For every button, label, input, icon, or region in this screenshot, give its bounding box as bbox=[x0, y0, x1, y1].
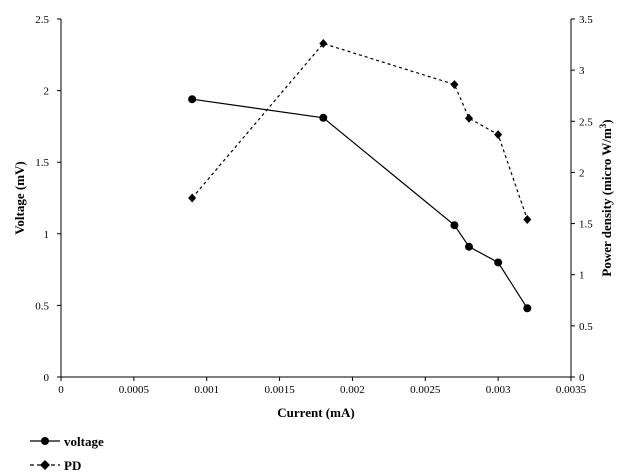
data-point-pd bbox=[450, 79, 459, 89]
data-point-pd bbox=[188, 193, 197, 203]
y2-tick-label: 3.5 bbox=[579, 14, 593, 26]
plot-area bbox=[60, 19, 572, 378]
data-point-pd bbox=[319, 39, 328, 49]
y2-axis-ticks: 0 0.5 1 1.5 2 2.5 3 3.5 bbox=[571, 14, 593, 384]
x-tick-label: 0.0015 bbox=[264, 384, 295, 396]
legend-voltage-marker bbox=[41, 437, 49, 445]
data-point-voltage bbox=[319, 113, 328, 122]
y2-axis-title-main: Power density (micro W/m bbox=[599, 128, 614, 277]
data-point-voltage bbox=[450, 221, 459, 230]
data-point-pd bbox=[523, 214, 532, 224]
legend-pd-marker bbox=[40, 460, 50, 470]
x-axis-title: Current (mA) bbox=[277, 405, 354, 420]
y-tick-label: 0.5 bbox=[35, 300, 49, 312]
y2-axis-title-superscript: 3 bbox=[598, 123, 608, 128]
y2-tick-label: 3 bbox=[579, 65, 585, 77]
data-point-pd bbox=[465, 113, 473, 123]
data-point-voltage bbox=[188, 95, 197, 104]
x-tick-label: 0.003 bbox=[486, 384, 511, 396]
legend-voltage-label: voltage bbox=[64, 434, 104, 449]
y-axis-title: Voltage (mV) bbox=[12, 161, 27, 235]
x-axis-ticks: 0 0.0005 0.001 0.0015 0.002 0.0025 0.003 0.0035 bbox=[58, 377, 587, 396]
x-tick-label: 0.002 bbox=[340, 384, 365, 396]
y-tick-label: 0 bbox=[44, 372, 50, 384]
data-point-voltage bbox=[465, 242, 473, 251]
y-tick-label: 1 bbox=[44, 229, 50, 241]
legend-item-pd: PD bbox=[30, 458, 81, 473]
data-point-pd bbox=[494, 130, 503, 140]
series-line-pd bbox=[191, 42, 528, 220]
series-line-voltage bbox=[192, 98, 528, 309]
y-tick-label: 2.5 bbox=[35, 14, 49, 26]
x-tick-label: 0 bbox=[58, 384, 64, 396]
data-point-voltage bbox=[523, 304, 532, 313]
y2-tick-label: 0.5 bbox=[579, 321, 593, 333]
x-tick-label: 0.001 bbox=[194, 384, 219, 396]
y-tick-label: 2 bbox=[44, 86, 50, 98]
legend-item-voltage: voltage bbox=[30, 434, 104, 449]
y-tick-label: 1.5 bbox=[35, 157, 49, 169]
data-point-voltage bbox=[494, 258, 503, 267]
legend-pd-label: PD bbox=[64, 458, 81, 473]
y-axis-ticks: 0 0.5 1 1.5 2 2.5 bbox=[35, 14, 61, 384]
y2-tick-label: 0 bbox=[579, 372, 585, 384]
x-tick-label: 0.0005 bbox=[119, 384, 150, 396]
y2-axis-title-close: ) bbox=[599, 119, 614, 123]
y2-tick-label: 2.5 bbox=[579, 116, 593, 128]
y2-tick-label: 2 bbox=[579, 167, 585, 179]
y2-axis-title: Power density (micro W/m3) bbox=[598, 119, 614, 276]
x-tick-label: 0.0035 bbox=[556, 384, 587, 396]
legend: voltage PD bbox=[30, 434, 104, 473]
y2-tick-label: 1 bbox=[579, 270, 585, 282]
series-voltage bbox=[188, 95, 532, 313]
series-pd bbox=[188, 39, 532, 224]
y2-tick-label: 1.5 bbox=[579, 219, 593, 231]
series-layer bbox=[188, 39, 532, 313]
x-tick-label: 0.0025 bbox=[410, 384, 441, 396]
